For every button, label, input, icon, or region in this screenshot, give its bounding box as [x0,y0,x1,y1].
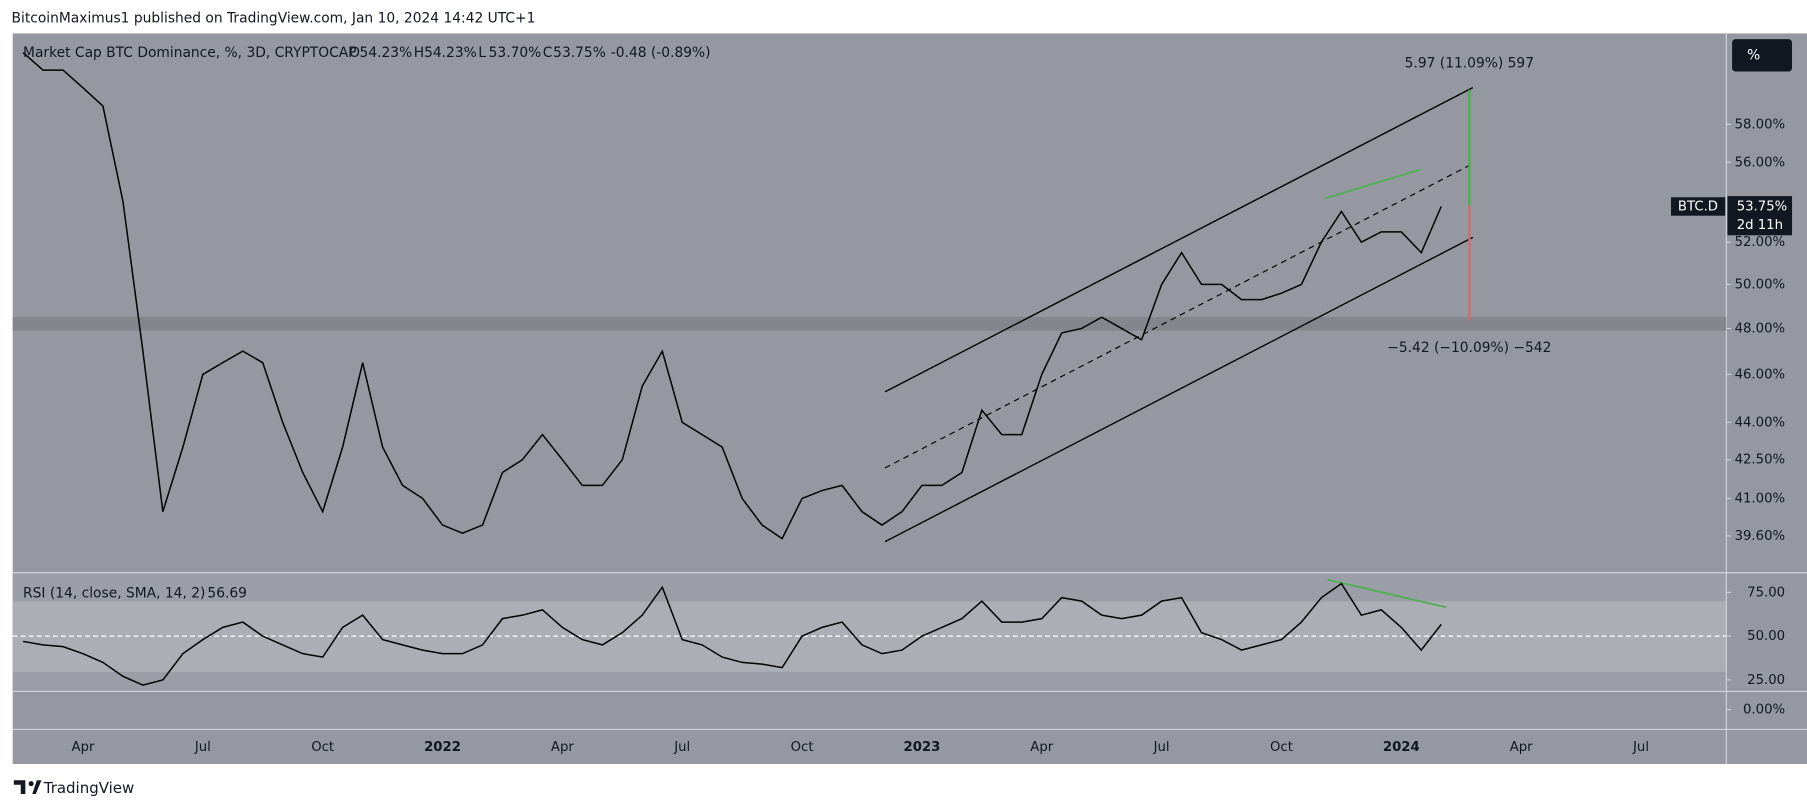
y-tick-label: 41.00% [1735,491,1786,506]
annotation: −5.42 (−10.09%) −542 [1387,340,1551,356]
y-tick-label: 42.50% [1735,453,1786,468]
x-tick-label: Apr [1510,740,1533,755]
ohlc-key: L [478,45,486,61]
y-tick-label: 56.00% [1735,155,1786,170]
footer-logo [13,780,42,795]
change: -0.48 (-0.89%) [611,45,711,61]
y-tick-label: 48.00% [1735,321,1786,336]
ohlc-key: C [543,45,553,61]
y-tick-label: 44.00% [1735,415,1786,430]
countdown: 2d 11h [1737,218,1783,233]
y-tick-label: 50.00% [1735,277,1786,292]
chart-title: Market Cap BTC Dominance, %, 3D, CRYPTOC… [23,45,356,61]
x-tick-label: Apr [72,740,95,755]
x-tick-label: Oct [311,740,334,755]
ohlc-key: O [349,45,360,61]
ohlc-value: 54.23% [360,45,413,61]
footer-brand: TradingView [43,779,134,797]
rsi-line [22,582,1442,686]
series-tag [1671,197,1726,216]
rsi-value: 56.69 [207,585,247,601]
y-tick-label: 46.00% [1735,367,1786,382]
scale-button[interactable] [1732,39,1793,72]
ohlc-value: 53.70% [489,45,542,61]
y-tick-label: 52.00% [1735,235,1786,250]
ohlc-value: 53.75% [553,45,606,61]
x-tick-label: Apr [1030,740,1053,755]
ohlc-key: H [414,45,424,61]
price-tag [1727,196,1793,236]
y-tick-label: 25.00 [1747,673,1785,688]
y-tick-label: 50.00 [1747,629,1785,644]
x-tick-label: Oct [1270,740,1293,755]
x-tick-label: 2024 [1383,740,1420,755]
divergence-line [1325,168,1422,200]
y-tick-label: 39.60% [1735,529,1786,544]
x-tick-label: Apr [551,740,574,755]
x-tick-label: Jul [1153,740,1170,755]
price-tag-label: 53.75% [1737,199,1788,214]
y-tick-label: 0.00% [1743,703,1785,718]
ohlc-value: 54.23% [424,45,477,61]
channel-middle [884,163,1474,469]
x-tick-label: Jul [1632,740,1649,755]
y-tick-label: 58.00% [1735,117,1786,132]
channel-lower [884,236,1474,543]
annotation: 5.97 (11.09%) 597 [1405,55,1534,71]
x-tick-label: 2022 [424,740,461,755]
x-tick-label: Jul [194,740,211,755]
scale-button-label[interactable]: % [1747,47,1760,63]
channel-upper [884,86,1474,393]
series-name: BTC.D [1678,199,1718,214]
price-line [22,51,1442,540]
x-tick-label: Jul [673,740,690,755]
x-tick-label: Oct [791,740,814,755]
measure-up [1468,89,1471,206]
x-tick-label: 2023 [903,740,940,755]
publisher: BitcoinMaximus1 published on TradingView… [12,10,536,26]
y-tick-label: 75.00 [1747,585,1785,600]
divergence-line [1327,578,1447,609]
rsi-title: RSI (14, close, SMA, 14, 2) [23,585,205,601]
measure-down [1468,205,1471,321]
